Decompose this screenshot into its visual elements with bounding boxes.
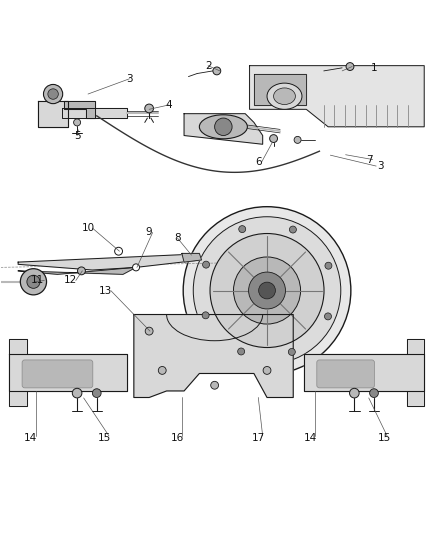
Polygon shape xyxy=(407,391,424,406)
Circle shape xyxy=(325,262,332,269)
Text: 15: 15 xyxy=(98,433,111,442)
Circle shape xyxy=(259,282,276,299)
Polygon shape xyxy=(64,101,95,118)
Circle shape xyxy=(288,349,295,356)
Circle shape xyxy=(92,389,101,398)
Text: 4: 4 xyxy=(166,100,172,110)
Text: 17: 17 xyxy=(252,433,265,442)
Circle shape xyxy=(325,313,332,320)
Polygon shape xyxy=(407,338,424,354)
Polygon shape xyxy=(10,391,27,406)
Ellipse shape xyxy=(274,88,295,104)
Polygon shape xyxy=(10,338,27,354)
Circle shape xyxy=(78,267,85,275)
FancyBboxPatch shape xyxy=(317,360,374,388)
Circle shape xyxy=(294,136,301,143)
Circle shape xyxy=(145,104,153,113)
Circle shape xyxy=(249,272,286,309)
Text: 3: 3 xyxy=(377,161,384,171)
Polygon shape xyxy=(18,268,136,274)
Text: 11: 11 xyxy=(31,276,44,286)
Circle shape xyxy=(72,389,82,398)
Text: 16: 16 xyxy=(171,433,184,442)
Circle shape xyxy=(202,312,209,319)
Circle shape xyxy=(211,381,219,389)
Circle shape xyxy=(48,89,58,99)
Circle shape xyxy=(115,247,123,255)
Polygon shape xyxy=(182,253,201,262)
Text: 12: 12 xyxy=(64,276,77,286)
Polygon shape xyxy=(62,108,127,118)
Text: 7: 7 xyxy=(366,155,373,165)
Text: 10: 10 xyxy=(81,223,95,233)
Ellipse shape xyxy=(199,115,247,139)
Circle shape xyxy=(233,257,300,324)
Polygon shape xyxy=(134,314,293,398)
Circle shape xyxy=(145,327,153,335)
Circle shape xyxy=(215,118,232,135)
Text: 6: 6 xyxy=(255,157,261,167)
Circle shape xyxy=(202,261,209,268)
Polygon shape xyxy=(184,114,263,144)
Text: 14: 14 xyxy=(304,433,317,442)
Circle shape xyxy=(74,119,81,126)
Polygon shape xyxy=(10,354,127,391)
Circle shape xyxy=(270,135,278,142)
Circle shape xyxy=(238,348,245,355)
Circle shape xyxy=(183,207,351,374)
Circle shape xyxy=(158,367,166,374)
Circle shape xyxy=(210,233,324,348)
Polygon shape xyxy=(250,66,424,127)
Text: 3: 3 xyxy=(126,74,133,84)
Circle shape xyxy=(346,62,354,70)
Circle shape xyxy=(43,84,63,103)
FancyBboxPatch shape xyxy=(22,360,93,388)
Text: 1: 1 xyxy=(371,63,377,73)
Circle shape xyxy=(133,264,140,271)
Text: 13: 13 xyxy=(99,286,112,295)
Text: 2: 2 xyxy=(205,61,212,71)
Polygon shape xyxy=(18,254,201,270)
Text: 8: 8 xyxy=(174,233,181,243)
Circle shape xyxy=(290,226,297,233)
Circle shape xyxy=(213,67,221,75)
Circle shape xyxy=(193,217,341,364)
Text: 14: 14 xyxy=(24,433,37,442)
Circle shape xyxy=(239,225,246,232)
Text: 15: 15 xyxy=(378,433,391,442)
Text: 9: 9 xyxy=(146,228,152,237)
Text: 5: 5 xyxy=(74,131,81,141)
Circle shape xyxy=(263,367,271,374)
Circle shape xyxy=(20,269,46,295)
Circle shape xyxy=(370,389,378,398)
Ellipse shape xyxy=(267,83,302,109)
Circle shape xyxy=(350,389,359,398)
Polygon shape xyxy=(38,101,68,127)
Polygon shape xyxy=(304,354,424,391)
Circle shape xyxy=(27,275,40,288)
Polygon shape xyxy=(254,75,306,105)
